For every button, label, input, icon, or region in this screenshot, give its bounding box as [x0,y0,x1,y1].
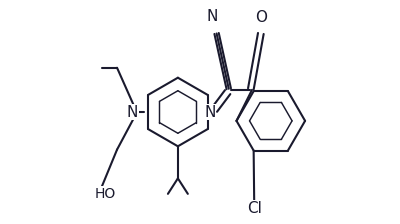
Text: O: O [255,11,267,26]
Text: HO: HO [94,187,116,201]
Text: N: N [127,105,138,119]
Text: N: N [204,105,216,119]
Text: Cl: Cl [247,201,262,216]
Text: N: N [206,9,218,24]
